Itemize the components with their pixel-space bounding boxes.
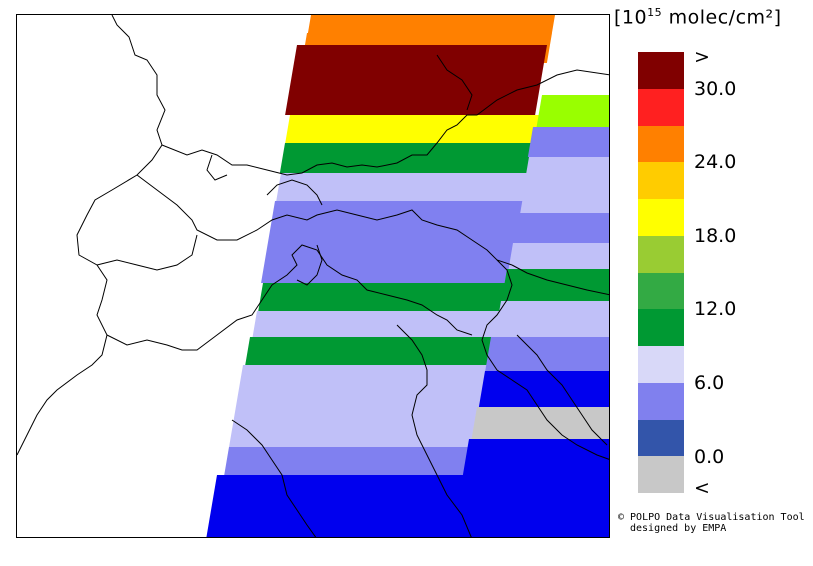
legend-swatch — [638, 125, 684, 163]
color-legend-bar — [638, 52, 684, 493]
border-line — [96, 234, 198, 271]
swath-band — [536, 95, 609, 127]
credit-line-2: designed by EMPA — [630, 523, 727, 534]
swath-band — [285, 45, 547, 115]
legend-tick-12: 12.0 — [694, 298, 737, 320]
border-line — [516, 334, 608, 446]
legend-swatch — [638, 162, 684, 199]
swath-band — [520, 185, 609, 213]
legend-tick-18: 18.0 — [694, 225, 737, 247]
border-line — [17, 15, 166, 456]
legend-swatch — [638, 456, 684, 493]
legend-swatch — [638, 272, 684, 310]
legend-tick-0: 0.0 — [694, 446, 725, 468]
legend-swatch — [638, 52, 684, 89]
legend-swatch — [638, 235, 684, 273]
swath-band — [276, 173, 533, 201]
swath-band — [524, 157, 609, 185]
legend-unit-title: [1015 molec/cm²] — [614, 6, 782, 29]
swath-band — [485, 337, 609, 371]
country-borders — [17, 15, 609, 537]
border-line — [136, 174, 513, 266]
swath-band — [261, 201, 527, 283]
credit-line-1: © POLPO Data Visualisation Tool — [618, 512, 805, 523]
border-line — [231, 419, 317, 537]
legend-swatch — [638, 346, 684, 383]
swath-band — [478, 371, 609, 407]
legend-swatch — [638, 199, 684, 236]
border-line — [481, 259, 609, 460]
swath-band — [279, 143, 537, 173]
border-line — [161, 69, 609, 176]
swath-band — [452, 439, 609, 537]
swath-band — [508, 243, 609, 269]
legend-tick-6: 6.0 — [694, 372, 725, 394]
swath-band — [471, 407, 609, 439]
satellite-swath — [206, 15, 609, 537]
credit-text: © POLPO Data Visualisation Tool designed… — [618, 512, 805, 534]
swath-band — [206, 475, 477, 537]
swath-band — [307, 15, 555, 33]
legend-swatch — [638, 382, 684, 420]
legend-swatch — [638, 419, 684, 457]
legend-swatch — [638, 309, 684, 346]
legend-tick-24: 24.0 — [694, 151, 737, 173]
swath-band — [229, 365, 499, 447]
border-line — [106, 244, 473, 351]
map-canvas — [17, 15, 609, 537]
border-line — [511, 264, 609, 296]
legend-tick-lt: < — [694, 477, 710, 499]
swath-band — [258, 283, 517, 311]
swath-band — [494, 301, 609, 337]
map-panel — [16, 14, 610, 538]
border-line — [436, 54, 473, 111]
border-line — [206, 154, 228, 181]
swath-band — [527, 127, 609, 157]
swath-band — [252, 311, 513, 337]
swath-band — [501, 269, 609, 301]
border-line — [296, 244, 323, 286]
legend-tick-gt: > — [694, 46, 710, 68]
swath-band — [245, 337, 508, 365]
border-line — [396, 324, 472, 537]
swath-band — [511, 213, 609, 243]
swath-band — [224, 447, 486, 475]
swath-band — [285, 115, 542, 143]
legend-swatch — [638, 88, 684, 126]
legend-tick-30: 30.0 — [694, 78, 737, 100]
border-line — [266, 179, 323, 206]
